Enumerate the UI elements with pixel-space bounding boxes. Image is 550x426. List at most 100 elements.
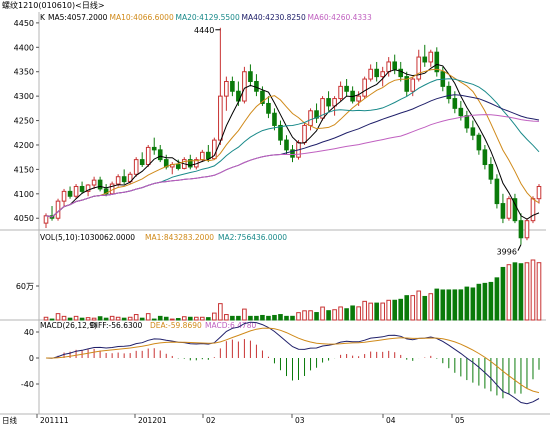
volume-bar: [49, 318, 55, 321]
volume-bar: [157, 315, 163, 321]
volume-bar: [506, 264, 512, 321]
x-axis-label-5: 04: [386, 416, 396, 425]
candle-body: [416, 56, 422, 80]
volume-bar: [488, 281, 494, 321]
volume-bar: [109, 315, 115, 321]
candle-body: [344, 85, 349, 92]
volume-bar: [500, 266, 506, 321]
volume-bar: [121, 317, 127, 321]
candle-body: [242, 71, 247, 102]
candle-body: [308, 110, 313, 126]
volume-bar: [386, 299, 391, 321]
candle-body: [278, 124, 283, 141]
macd-y-label: -40: [21, 380, 34, 389]
x-axis-label-4: 03: [295, 416, 305, 425]
x-axis-label-3: 02: [206, 416, 216, 425]
volume-bar: [67, 317, 73, 321]
candle-body: [500, 203, 506, 219]
candle-body: [272, 112, 277, 126]
candle-body: [512, 198, 518, 222]
diff-line: [45, 321, 540, 405]
y-tick-label: 4300: [14, 92, 34, 101]
candle-body: [224, 80, 229, 97]
volume-bar: [368, 302, 373, 321]
volume-bar: [278, 314, 283, 321]
volume-bar: [236, 315, 241, 321]
volume-bar: [212, 312, 217, 321]
vol-y-label: 60万: [16, 282, 34, 291]
volume-bar: [434, 288, 440, 321]
volume-bar: [524, 262, 530, 321]
volume-bar: [200, 316, 205, 321]
volume-bar: [326, 310, 331, 321]
volume-bar: [248, 315, 253, 321]
low-pointer: [517, 244, 522, 251]
volume-bar: [320, 306, 325, 321]
volume-bar: [380, 302, 385, 321]
candle-body: [43, 215, 49, 224]
candle-body: [392, 61, 398, 70]
volume-bar: [163, 316, 169, 321]
volume-bar: [103, 317, 109, 321]
volume-bar: [224, 314, 229, 321]
volume-bar: [73, 315, 79, 321]
y-tick-label: 4050: [14, 214, 34, 223]
volume-bar: [296, 312, 301, 321]
candle-body: [398, 68, 404, 78]
volume-bar: [458, 289, 464, 321]
y-tick-label: 4200: [14, 141, 34, 150]
volume-bar: [284, 315, 289, 321]
dea-line: [45, 327, 540, 394]
x-axis-label-1: 201111: [40, 416, 69, 425]
volume-bar: [308, 310, 313, 321]
candle-body: [404, 76, 410, 92]
volume-bar: [151, 318, 157, 321]
candle-body: [428, 51, 434, 63]
candle-body: [248, 71, 253, 82]
candle-body: [284, 139, 289, 151]
y-tick-label: 4100: [14, 190, 34, 199]
volume-bar: [440, 289, 446, 321]
volume-bar: [446, 289, 452, 321]
candle-body: [139, 159, 145, 166]
volume-bar: [362, 300, 367, 321]
volume-bar: [338, 306, 343, 321]
legend-prefix: K: [40, 13, 46, 22]
volume-bar: [169, 318, 175, 321]
candle-body: [200, 151, 205, 161]
candle-body: [97, 179, 103, 190]
volume-bar: [115, 316, 121, 321]
candle-body: [368, 68, 373, 80]
candle-body: [422, 56, 428, 63]
candle-body: [482, 149, 488, 166]
candle-body: [458, 107, 464, 117]
volume-bar: [476, 283, 482, 321]
candle-body: [362, 78, 367, 97]
volume-bar: [428, 293, 434, 321]
candle-body: [524, 220, 530, 239]
candle-body: [61, 190, 67, 202]
volume-bar: [260, 314, 265, 321]
volume-bar: [356, 306, 361, 321]
volume-bar: [272, 314, 277, 321]
macd-value: MACD:6.4780: [205, 321, 256, 330]
candle-body: [260, 90, 265, 104]
ma-legend-4: MA60:4260.4333: [308, 13, 372, 22]
volume-bar: [350, 305, 355, 321]
candle-body: [536, 185, 542, 200]
candle-body: [314, 110, 319, 119]
volume-bar: [85, 317, 91, 321]
macd-y-label: 40: [24, 328, 34, 337]
y-tick-label: 4250: [14, 117, 34, 126]
volume-bar: [404, 295, 410, 321]
candle-body: [73, 185, 79, 197]
low-label: 3996: [497, 248, 517, 257]
volume-bar: [344, 308, 349, 321]
volume-bar: [416, 290, 422, 321]
ma-legend-2: MA20:4129.5500: [176, 13, 240, 22]
high-label: 4440: [194, 26, 214, 35]
candle-body: [320, 98, 325, 119]
volume-bar: [536, 262, 542, 321]
candle-body: [446, 85, 452, 100]
